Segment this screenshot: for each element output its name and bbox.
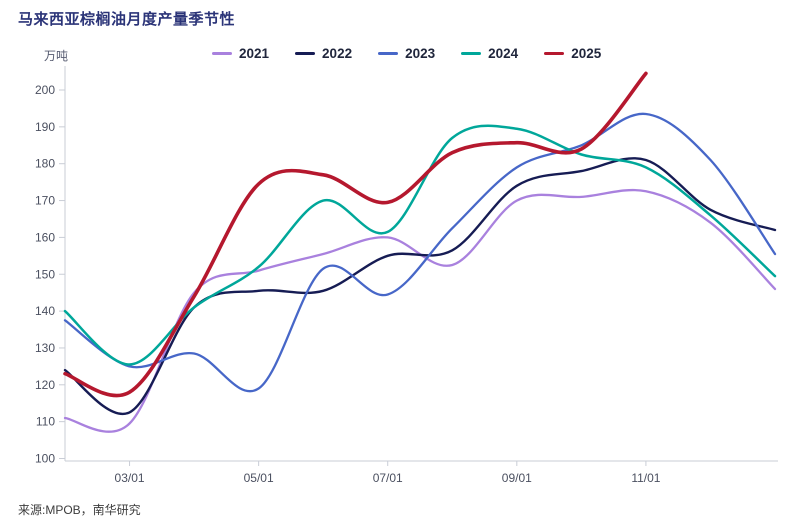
legend-label-2021: 2021 (239, 46, 270, 61)
y-tick-label: 180 (35, 157, 55, 171)
legend-label-2023: 2023 (405, 46, 436, 61)
y-tick-label: 200 (35, 83, 55, 97)
legend-label-2022: 2022 (322, 46, 353, 61)
y-tick-label: 100 (35, 452, 55, 466)
y-tick-label: 160 (35, 230, 55, 244)
chart-title: 马来西亚棕榈油月度产量季节性 (18, 11, 236, 28)
x-tick-label: 05/01 (244, 471, 274, 485)
legend-swatch-2023 (378, 52, 399, 55)
x-tick-label: 09/01 (502, 471, 532, 485)
legend-item-2024[interactable]: 2024 (461, 46, 518, 61)
legend-swatch-2024 (461, 52, 482, 55)
legend-label-2025: 2025 (571, 46, 602, 61)
source-note: 来源:MPOB，南华研究 (18, 503, 141, 517)
series-line-2021 (63, 188, 777, 433)
y-tick-label: 130 (35, 341, 55, 355)
legend-item-2023[interactable]: 2023 (378, 46, 435, 61)
y-tick-label: 190 (35, 120, 55, 134)
legend: 2021 2022 2023 2024 2025 (212, 46, 601, 61)
series-line-2023 (63, 112, 777, 393)
x-tick-label: 11/01 (631, 471, 660, 485)
series-line-2022 (63, 157, 777, 416)
legend-item-2025[interactable]: 2025 (544, 46, 601, 61)
y-tick-label: 110 (36, 415, 55, 429)
legend-swatch-2021 (212, 52, 232, 55)
y-tick-label: 150 (35, 267, 55, 281)
y-axis-unit-label: 万吨 (44, 49, 69, 63)
legend-swatch-2025 (544, 52, 565, 55)
x-tick-label: 07/01 (373, 471, 403, 485)
legend-item-2022[interactable]: 2022 (295, 46, 352, 61)
legend-label-2024: 2024 (488, 46, 519, 61)
series-line-2024 (63, 124, 777, 366)
y-tick-label: 120 (35, 378, 55, 392)
legend-item-2021[interactable]: 2021 (212, 46, 269, 61)
x-tick-label: 03/01 (115, 471, 145, 485)
legend-swatch-2022 (295, 52, 316, 55)
y-tick-label: 140 (35, 304, 55, 318)
series-line-2025 (63, 71, 648, 398)
y-tick-label: 170 (35, 194, 55, 208)
